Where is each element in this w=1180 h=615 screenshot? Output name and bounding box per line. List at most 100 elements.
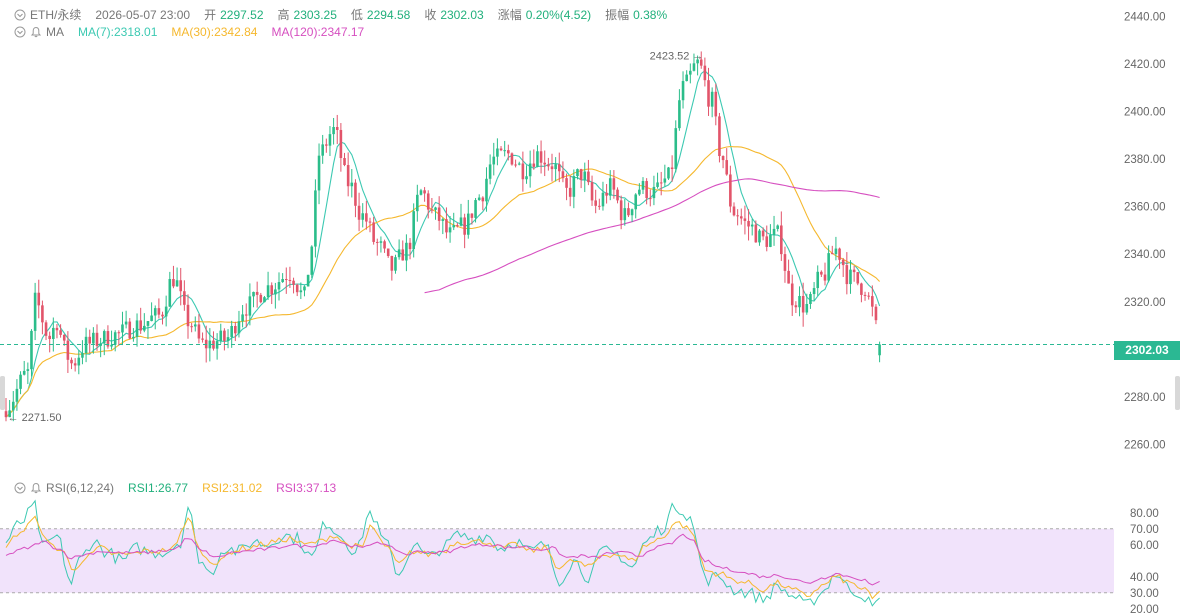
candle <box>332 117 335 145</box>
candle <box>681 71 685 109</box>
candle <box>113 330 117 352</box>
candle <box>663 164 667 187</box>
candle <box>579 168 583 189</box>
candle <box>88 329 92 354</box>
candle <box>528 150 532 188</box>
candle <box>346 152 350 197</box>
price-axis-tick: 2340.00 <box>1124 249 1166 261</box>
candle <box>8 399 11 418</box>
bell-icon[interactable] <box>30 26 42 38</box>
price-axis-tick: 2280.00 <box>1124 392 1166 404</box>
candle <box>743 205 747 235</box>
candle <box>790 274 794 316</box>
candle <box>820 270 823 278</box>
candle <box>576 168 579 180</box>
candle <box>266 271 270 300</box>
candle <box>587 159 590 186</box>
candle <box>375 238 379 256</box>
candle <box>226 329 230 349</box>
candle <box>561 161 565 183</box>
candle <box>110 330 113 350</box>
price-axis-tick: 2400.00 <box>1124 107 1166 119</box>
candle <box>477 194 481 201</box>
candle <box>736 209 739 226</box>
candle <box>423 187 426 202</box>
ma-label: MA <box>46 25 64 39</box>
rsi2-value: RSI2:31.02 <box>202 481 263 495</box>
candle <box>481 196 485 211</box>
candle <box>699 51 703 69</box>
candle <box>193 316 197 332</box>
candle <box>689 63 692 84</box>
rsi-legend: RSI(6,12,24) RSI1:26.77 RSI2:31.02 RSI3:… <box>14 481 336 495</box>
candle <box>281 273 284 283</box>
candle <box>754 220 758 243</box>
candle <box>37 279 41 319</box>
candle <box>132 328 135 342</box>
candle <box>739 208 743 225</box>
candle <box>33 282 37 341</box>
candle <box>394 254 397 274</box>
candle <box>350 169 354 198</box>
left-scroll-handle[interactable] <box>0 376 5 410</box>
candle <box>798 286 801 317</box>
candle <box>874 304 878 325</box>
candle <box>812 282 816 301</box>
candle <box>223 328 226 351</box>
candle <box>703 57 707 87</box>
amplitude-value: 0.38% <box>633 7 668 22</box>
candle <box>510 152 514 166</box>
candle <box>252 291 255 308</box>
candle <box>172 265 175 289</box>
candle <box>758 228 761 246</box>
high-label: 高 <box>277 8 290 22</box>
ma30-value: MA(30):2342.84 <box>171 25 258 39</box>
candle <box>255 281 259 308</box>
candle <box>183 280 186 311</box>
candle <box>426 190 430 219</box>
candle <box>124 310 128 329</box>
rsi-axis-tick: 20.00 <box>1130 604 1159 615</box>
candle <box>674 120 678 173</box>
candle <box>299 282 303 300</box>
candle <box>823 262 827 286</box>
bell-icon[interactable] <box>30 482 42 494</box>
candle <box>244 303 248 328</box>
candle <box>634 193 638 219</box>
candle <box>707 67 710 116</box>
candle <box>623 198 627 226</box>
low-label: 低 <box>350 8 363 22</box>
datetime-label: 2026-05-07 23:00 <box>95 7 191 22</box>
candle <box>430 198 434 214</box>
candle <box>62 334 66 346</box>
high-marker-label: 2423.52 → <box>650 51 704 63</box>
candle <box>638 183 641 196</box>
collapse-circle-icon[interactable] <box>14 9 26 21</box>
candle <box>463 213 466 249</box>
candle <box>496 138 499 166</box>
candle <box>44 320 48 341</box>
candle <box>361 203 365 228</box>
candle <box>379 236 383 253</box>
collapse-circle-icon[interactable] <box>14 482 26 494</box>
high-value: 2303.25 <box>293 7 337 22</box>
candle <box>692 53 696 72</box>
candle <box>801 282 805 327</box>
candle <box>102 329 106 356</box>
candle <box>849 260 852 294</box>
candle <box>532 149 536 170</box>
price-axis-tick: 2380.00 <box>1124 154 1166 166</box>
candle <box>274 282 277 309</box>
candle <box>241 305 244 328</box>
collapse-circle-icon[interactable] <box>14 26 26 38</box>
candle <box>339 123 343 172</box>
candle <box>412 203 415 258</box>
right-scroll-handle[interactable] <box>1175 376 1180 410</box>
candle <box>772 215 776 246</box>
rsi1-value: RSI1:26.77 <box>128 481 189 495</box>
rsi-axis-tick: 40.00 <box>1130 572 1159 584</box>
candle <box>357 192 361 232</box>
candle <box>456 222 459 228</box>
candle <box>507 144 510 161</box>
